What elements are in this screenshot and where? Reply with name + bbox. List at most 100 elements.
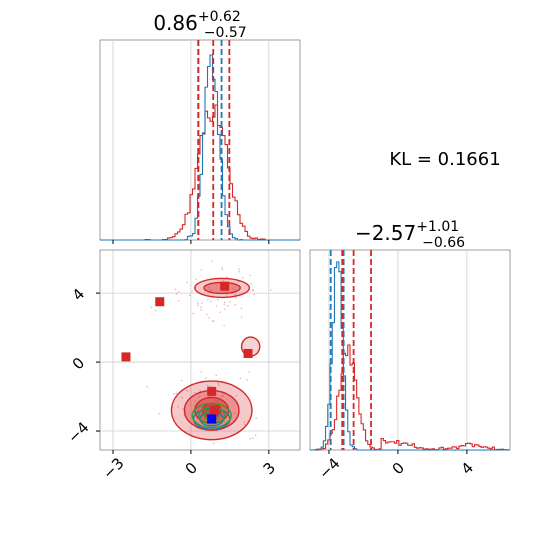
scatter-point <box>253 293 255 296</box>
right-title-upper: +1.01 <box>416 219 459 235</box>
scatter-point <box>238 268 240 270</box>
scatter-point <box>213 442 215 445</box>
red-marker-0 <box>155 297 165 307</box>
scatter-point <box>234 289 236 291</box>
scatter-point <box>173 393 175 395</box>
scatter-point <box>234 293 237 296</box>
scatter-point <box>209 395 211 398</box>
scatter-point <box>184 411 187 413</box>
right-histogram-ticks: −4 0 4 <box>315 450 477 483</box>
right-xtick-label-2: 4 <box>458 459 477 478</box>
scatter-point <box>154 309 157 312</box>
right-title-lower: −0.66 <box>422 235 465 251</box>
scatter-point <box>213 399 216 401</box>
scatter-point <box>146 385 148 388</box>
scatter-point <box>212 320 215 322</box>
scatter-point <box>226 276 228 278</box>
scatter-point <box>252 437 254 440</box>
scatter-point <box>199 389 201 392</box>
scatter-point <box>200 306 202 308</box>
scatter-point <box>177 406 179 408</box>
scatter-point <box>234 303 237 306</box>
kl-annotation: KL = 0.1661 <box>389 149 500 170</box>
contour-ytick-label-2: 4 <box>69 285 88 304</box>
scatter-point <box>150 306 153 309</box>
scatter-point <box>175 392 178 395</box>
scatter-point <box>221 266 223 269</box>
scatter-point <box>235 395 237 397</box>
scatter-point <box>234 297 237 299</box>
scatter-point <box>254 434 257 436</box>
scatter-point <box>217 298 219 301</box>
scatter-point <box>222 279 225 282</box>
scatter-point <box>222 395 225 397</box>
scatter-point <box>208 286 211 289</box>
scatter-point <box>223 303 226 306</box>
scatter-point <box>181 407 184 410</box>
scatter-point <box>223 324 225 327</box>
scatter-point <box>224 420 226 423</box>
scatter-point <box>227 304 229 307</box>
scatter-point <box>269 289 272 291</box>
scatter-point <box>175 293 178 295</box>
blue-marker-0 <box>207 414 217 424</box>
scatter-point <box>223 301 226 304</box>
scatter-point <box>201 302 203 305</box>
scatter-point <box>194 391 196 394</box>
scatter-point <box>212 320 214 322</box>
top-title-median: 0.86 <box>153 11 198 35</box>
right-histogram-bars <box>310 261 510 451</box>
scatter-point <box>239 377 242 380</box>
scatter-point <box>224 308 226 311</box>
scatter-point <box>248 371 250 373</box>
scatter-point <box>208 316 210 319</box>
scatter-point <box>158 412 160 415</box>
scatter-point <box>197 304 199 307</box>
top-histogram-title: 0.86+0.62 −0.57 <box>153 9 246 41</box>
right-histogram-frame <box>309 249 511 451</box>
scatter-point <box>221 268 224 271</box>
right-xtick-label-1: 0 <box>389 459 408 478</box>
red-marker-2 <box>220 281 230 291</box>
scatter-point <box>243 421 245 423</box>
right-histogram-grid <box>328 250 468 450</box>
scatter-point <box>252 288 254 291</box>
scatter-point <box>229 300 231 303</box>
scatter-point <box>215 305 218 307</box>
right-xtick-label-0: −4 <box>315 454 343 482</box>
top-histogram-quantile-lines <box>197 40 231 240</box>
scatter-point <box>174 288 177 291</box>
right-red-histogram <box>310 344 510 451</box>
scatter-point <box>200 308 202 311</box>
scatter-point <box>186 281 188 284</box>
scatter-point <box>233 412 236 414</box>
contour-ytick-label-1: 0 <box>69 354 88 373</box>
scatter-point <box>244 423 246 426</box>
scatter-point <box>200 268 203 271</box>
scatter-point <box>231 287 234 290</box>
right-blue-histogram <box>310 261 510 451</box>
top-title-lower: −0.57 <box>204 25 247 41</box>
top-histogram-bars <box>100 54 300 241</box>
contour-xtick-label-0: −3 <box>99 454 127 482</box>
scatter-point <box>200 371 203 373</box>
scatter-point <box>205 377 207 379</box>
top-histogram-ticks <box>112 240 270 244</box>
scatter-point <box>210 300 212 303</box>
scatter-point <box>219 405 222 407</box>
scatter-point <box>191 290 194 293</box>
scatter-point <box>252 289 254 292</box>
scatter-point <box>181 396 183 399</box>
scatter-point <box>188 294 191 297</box>
right-histogram-panel: −4 0 4 −2.57+1.01 −0.66 <box>309 219 511 483</box>
green-contour-0 <box>191 402 232 429</box>
scatter-point <box>209 385 211 388</box>
top-histogram-panel: 0.86+0.62 −0.57 <box>99 9 301 244</box>
scatter-point <box>219 311 222 314</box>
red-marker-5 <box>207 386 217 396</box>
right-histogram-quantile-lines <box>329 250 372 450</box>
scatter-point <box>237 280 240 283</box>
contour-markers <box>121 281 253 424</box>
scatter-point <box>180 379 183 382</box>
